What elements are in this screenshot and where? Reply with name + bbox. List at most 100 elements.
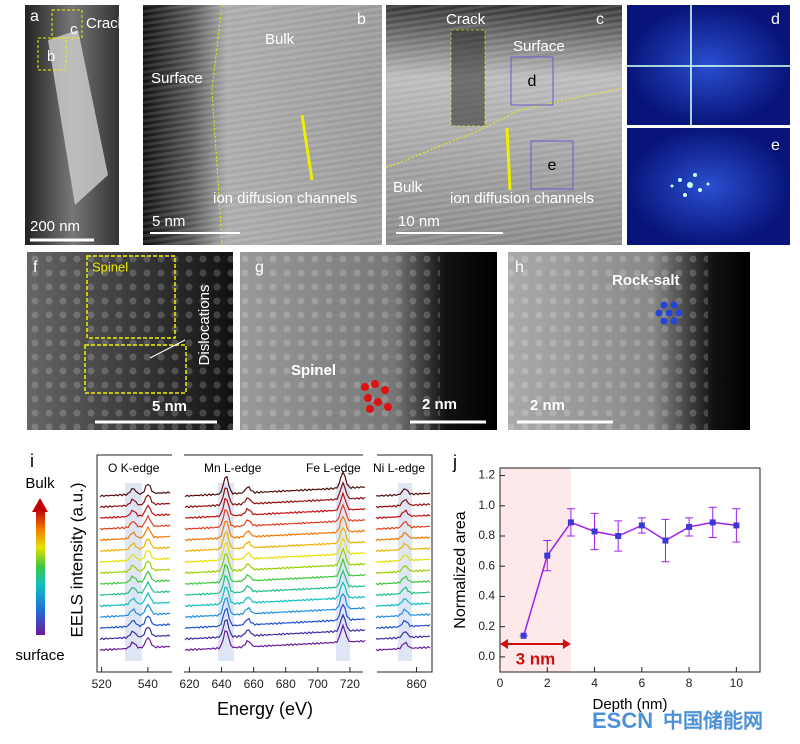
spectrum [184,547,366,575]
spectrum [375,553,431,564]
panel-c: c Crack Surface d e Bulk ion diffusion c… [385,5,623,245]
spectrum [184,470,366,498]
highlight-region [500,468,571,672]
spectrum [99,525,171,542]
x-tick-label: 640 [212,677,232,691]
panel-letter: a [30,8,39,25]
panel-h: h Rock-salt 2 nm [508,252,750,430]
lattice [386,5,622,245]
arrow-head [32,498,48,512]
x-tick-label: 860 [407,677,427,691]
box [84,344,187,394]
data-point [733,522,740,529]
spectrum [99,537,171,553]
spectrum [184,515,366,542]
lattice [508,252,708,430]
plot-frame [96,454,433,673]
annotation: 3 nm [516,649,556,668]
data-point [615,533,622,539]
arrow [505,127,512,191]
edge-region [218,483,234,661]
axis-break [172,451,184,459]
panel-letter: b [357,11,366,28]
label: Surface [151,70,203,87]
data-point [591,528,598,535]
label: ion diffusion channels [450,190,594,207]
panel-letter: c [596,11,604,28]
panel-letter: d [771,11,780,28]
lattice [27,252,233,430]
crack-box [450,29,486,127]
spectrum [375,631,431,640]
spectrum [99,580,171,597]
arrow-head [500,639,508,649]
spectrum [184,537,366,564]
spectrum [184,557,366,586]
spectrum [184,623,366,652]
box [51,9,83,39]
label: ion diffusion channels [213,190,357,207]
x-tick-label: 660 [244,677,264,691]
data-point [686,523,693,530]
lattice [240,252,440,430]
spectrum [375,498,431,509]
panel-g: g Spinel 2 nm [240,252,497,430]
spectrum [99,626,171,641]
label: b [47,48,55,65]
spectrum [184,568,366,597]
spectrum [375,542,431,553]
label: surface [15,647,64,664]
edge-region [398,483,412,661]
spectrum [99,615,171,630]
panel-e: e [627,128,790,245]
scale-label: 2 nm [422,396,457,413]
x-tick-label: 520 [92,677,112,691]
scale-label: 2 nm [530,397,565,414]
particle [48,30,108,205]
pointer [149,339,186,359]
label: Spinel [291,362,336,379]
x-tick-label: 2 [544,676,551,690]
label: c [70,21,78,38]
spectrum [375,608,431,619]
label: e [548,157,557,174]
box [530,140,574,190]
watermark: 中国储能网 [663,708,763,732]
data-point [567,519,574,526]
spectrum [375,565,431,575]
box [510,56,554,106]
edge-label: O K-edge [108,461,160,475]
panel-letter: f [33,259,38,276]
spots [670,173,710,197]
spectrum [375,619,431,630]
x-tick-label: 4 [591,676,598,690]
arrow-head [562,639,571,649]
axis-break [363,668,377,676]
watermark: ESCN [592,708,653,733]
panel-i: i Bulk surface EELS intensity (a.u.) Ene… [15,451,433,719]
spectrum [184,503,366,531]
panel-letter: h [515,259,524,276]
edge-label: Fe L-edge [306,461,361,475]
label: Surface [513,38,565,55]
spectrum [99,483,171,498]
label: Bulk [25,475,55,492]
spectrum [375,586,431,597]
panel-letter: i [30,451,34,471]
spectrum [99,514,171,531]
label: Crack [446,11,486,28]
scale-label: 5 nm [152,398,187,415]
spectrum [99,570,171,586]
plot-frame [499,467,761,673]
spectrum [375,488,431,497]
x-tick-label: 0 [497,676,504,690]
spectrum [375,641,431,652]
x-tick-label: 700 [308,677,328,691]
panel-letter: j [452,452,457,472]
y-axis-title: Normalized area [452,511,469,628]
data-point [662,537,669,544]
scale-label: 5 nm [152,213,185,230]
y-tick-label: 0.6 [478,558,495,572]
y-tick-label: 0.0 [478,649,495,663]
